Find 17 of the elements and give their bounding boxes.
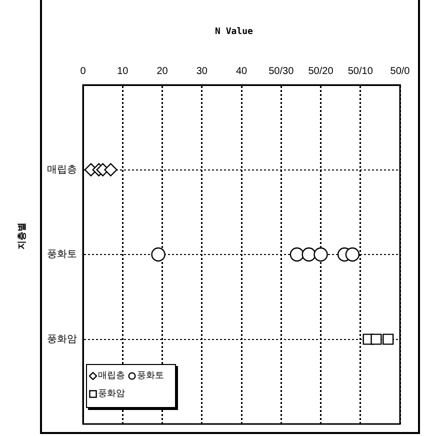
chart-title: N Value bbox=[214, 27, 254, 37]
legend-label: 풍화암 bbox=[98, 388, 125, 401]
x-tick-label: 50/30 bbox=[268, 66, 294, 77]
y-tick-label: 매립층 bbox=[47, 164, 77, 176]
x-tick-label: 0 bbox=[80, 66, 86, 77]
x-tick-label: 20 bbox=[156, 66, 168, 77]
x-tick-label: 50/10 bbox=[348, 66, 374, 77]
x-tick-label: 30 bbox=[196, 66, 208, 77]
y-tick-label: 풍화토 bbox=[47, 249, 77, 260]
x-tick-label: 50/20 bbox=[308, 66, 334, 77]
y-tick-label: 풍화암 bbox=[47, 334, 77, 345]
y-axis-title: 지층별 bbox=[16, 222, 28, 250]
legend-label: 매립층 bbox=[98, 370, 125, 383]
x-tick-label: 10 bbox=[117, 66, 129, 77]
x-tick-label: 50/0 bbox=[390, 66, 410, 77]
x-tick-label: 40 bbox=[236, 66, 248, 77]
legend-label: 풍화토 bbox=[137, 370, 164, 383]
